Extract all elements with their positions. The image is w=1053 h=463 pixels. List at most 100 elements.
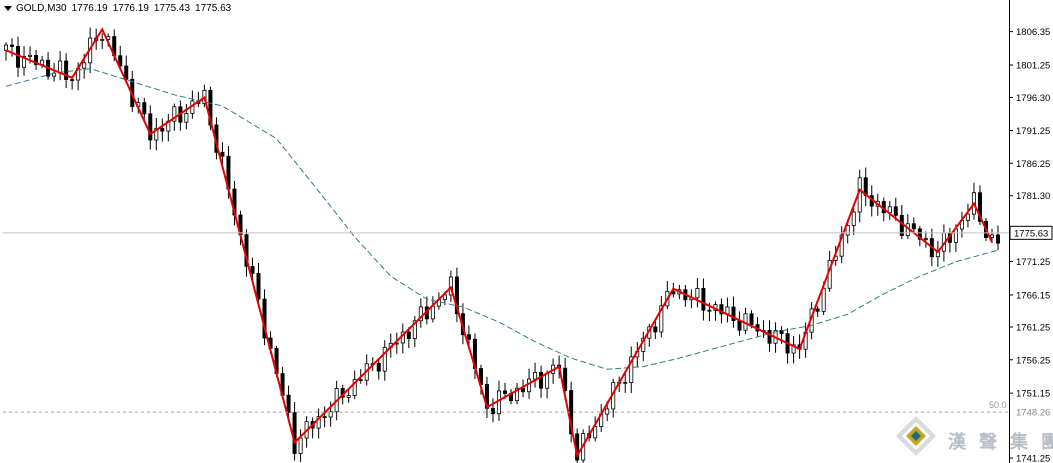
candle (4, 42, 9, 61)
candle (310, 417, 315, 439)
candle (316, 408, 321, 439)
candle-body-up (172, 106, 177, 122)
candle (58, 50, 63, 81)
candle (286, 385, 291, 418)
candle-body-down (521, 387, 526, 393)
candle-body-up (629, 356, 634, 383)
candle (100, 33, 105, 49)
candle (965, 203, 970, 228)
candle (220, 142, 225, 165)
candle (893, 197, 898, 221)
candle-body-up (346, 395, 351, 398)
candle-body-down (653, 326, 658, 333)
candle-body-up (418, 306, 423, 322)
candle-body-down (322, 416, 327, 419)
symbol-label: GOLD,M30 (16, 3, 67, 14)
current-price-label: 1775.63 (1014, 228, 1048, 239)
candle-body-down (767, 330, 772, 344)
candle-body-down (623, 381, 628, 384)
candle-body-down (376, 363, 381, 372)
candle (346, 389, 351, 403)
candle-body-down (286, 394, 291, 413)
candle (533, 362, 538, 388)
candle-body-up (989, 234, 994, 238)
candle (521, 379, 526, 398)
y-tick-label: 1761.25 (1016, 323, 1050, 334)
candle (166, 113, 171, 142)
candle (148, 105, 153, 150)
ohlc-open: 1776.19 (71, 3, 108, 14)
candle-body-up (845, 225, 850, 236)
candle (352, 370, 357, 400)
candle (731, 296, 736, 328)
candle-body-up (515, 387, 520, 402)
candle-body-down (250, 265, 255, 274)
candle-body-up (659, 305, 664, 333)
candle-body-down (977, 192, 982, 222)
candle (34, 50, 39, 70)
candle (767, 320, 772, 352)
candle (917, 225, 922, 247)
candle-body-down (917, 228, 922, 240)
candle (593, 416, 598, 442)
candle-body-down (737, 320, 742, 331)
y-tick-label: 1796.30 (1016, 93, 1050, 104)
candle-body-down (406, 331, 411, 339)
candle-body-up (382, 346, 387, 372)
candle (515, 382, 520, 405)
candle-body-down (539, 372, 544, 389)
candle-body-up (851, 211, 856, 226)
candle (539, 365, 544, 398)
candle-body-up (82, 62, 87, 69)
candle-body-up (527, 378, 532, 393)
y-tick-label: 1801.25 (1016, 61, 1050, 72)
candle (262, 289, 267, 346)
candle (743, 307, 748, 334)
candle-body-up (593, 426, 598, 439)
collapse-triangle-icon[interactable] (4, 5, 12, 11)
candle (46, 52, 51, 80)
candle-body-up (821, 287, 826, 312)
candle (695, 278, 700, 308)
candle (454, 267, 459, 323)
candle (947, 228, 952, 253)
candle-body-down (911, 223, 916, 230)
candle-body-down (256, 273, 261, 300)
candle-body-down (148, 113, 153, 141)
candle-body-up (154, 127, 159, 141)
candle (959, 211, 964, 238)
candle (256, 263, 261, 308)
candle-body-down (563, 367, 568, 391)
candle (599, 403, 604, 432)
ohlc-high: 1776.19 (112, 3, 149, 14)
y-tick-label: 1741.25 (1016, 454, 1050, 463)
candle (509, 389, 514, 405)
candle (118, 45, 123, 70)
candle-body-down (701, 288, 706, 311)
candle-body-up (965, 213, 970, 221)
candle (851, 207, 856, 236)
candle-body-down (454, 276, 459, 315)
zigzag-line (5, 27, 993, 459)
candle (292, 402, 297, 461)
candle-body-down (996, 234, 1001, 244)
candle-body-down (220, 151, 225, 157)
candle (629, 346, 634, 394)
y-tick-label: 1751.15 (1016, 389, 1050, 400)
candle (22, 45, 27, 76)
current-price-box (1009, 225, 1053, 240)
candle-body-up (496, 390, 501, 415)
candle (653, 319, 658, 340)
candle-body-up (100, 39, 105, 41)
candle-body-down (358, 379, 363, 382)
candle (996, 225, 1001, 251)
candle-body-down (70, 79, 75, 81)
candle (400, 323, 405, 354)
candle (863, 167, 868, 207)
candle-body-down (466, 334, 471, 340)
candle-body-up (695, 288, 700, 299)
moving-average-line (5, 68, 999, 370)
candle (322, 406, 327, 428)
